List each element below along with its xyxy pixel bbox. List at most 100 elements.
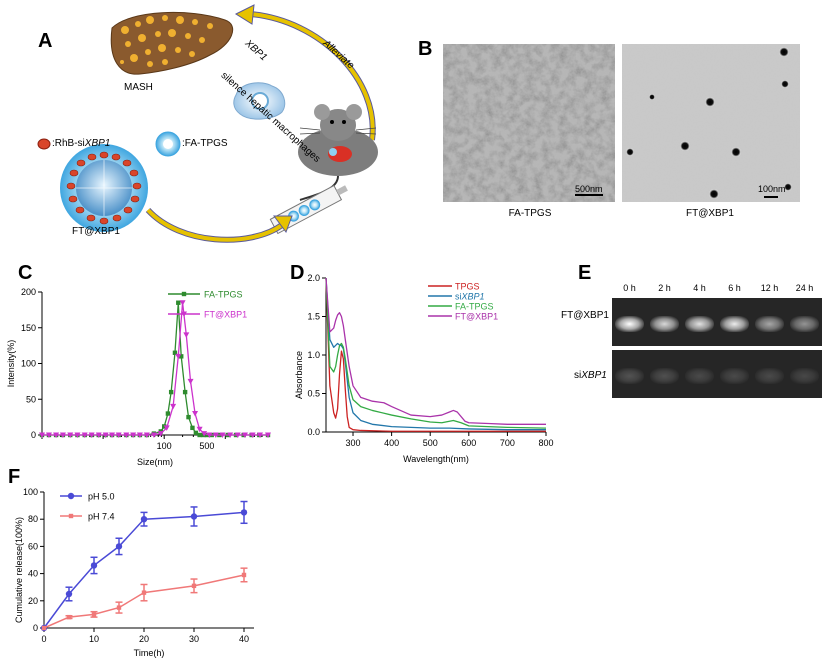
f-data-point: [190, 513, 198, 520]
d-series-line: [325, 277, 547, 429]
f-data-point: [90, 562, 98, 569]
c-data-point: [81, 432, 88, 438]
f-legend-label: pH 7.4: [88, 512, 115, 522]
panel-letter-f: F: [8, 466, 21, 488]
c-data-point: [172, 350, 178, 355]
c-data-point: [115, 432, 122, 438]
c-data-point: [190, 425, 195, 431]
tem-scale-100nm: 100nm: [758, 184, 786, 194]
gel-band: [650, 368, 679, 384]
f-data-point: [65, 590, 73, 598]
c-series-line: [42, 302, 268, 436]
injection-arrow-head: [273, 215, 293, 234]
legend-rhb-label: :RhB-siXBP1: [52, 138, 110, 149]
f-data-point: [66, 614, 72, 620]
f-y-tick-label: 100: [23, 487, 38, 497]
c-data-point: [187, 378, 194, 385]
c-data-point: [182, 389, 188, 395]
c-data-point: [157, 431, 164, 437]
c-data-point: [130, 432, 137, 438]
c-data-point: [234, 432, 241, 438]
d-y-tick-label: 2.0: [307, 273, 320, 283]
gel-timepoint-label: 4 h: [693, 283, 706, 293]
rhb-sixbp1-legend-icon: [37, 138, 51, 150]
d-y-tick-label: 0.0: [307, 427, 320, 437]
panel-letter-c: C: [18, 262, 33, 284]
d-y-tick-label: 1.0: [307, 350, 320, 360]
c-data-point: [161, 424, 167, 429]
f-y-tick-label: 20: [28, 596, 38, 606]
tem-image-ft-xbp1: 100nm: [622, 44, 800, 202]
f-data-point: [115, 543, 123, 550]
f-data-point: [140, 516, 148, 523]
c-data-point: [53, 432, 60, 438]
c-y-tick-label: 50: [26, 394, 36, 404]
gel-timepoint-label: 0 h: [623, 283, 636, 293]
chart-d-uv-absorbance: 0.0 0.5 1.0 1.5 2.0 300 400 500 600 700 800 Wavelen…: [294, 273, 554, 464]
c-legend-marker: [181, 311, 187, 317]
c-data-point: [204, 432, 210, 438]
c-y-label: Intensity(%): [6, 340, 16, 388]
d-y-tick-label: 1.5: [307, 312, 320, 322]
c-data-point: [183, 332, 190, 338]
f-x-tick-label: 20: [139, 634, 149, 644]
c-data-point: [150, 432, 157, 438]
chart-c-size-distribution: 0 50 100 150 200 100 500 Size(nm) Intensity(%) FA…: [6, 287, 271, 467]
c-legend-marker: [181, 291, 187, 297]
gel-band: [720, 368, 749, 384]
c-data-point: [257, 432, 264, 438]
c-data-point: [193, 430, 199, 436]
legend-rhb-italic: XBP1: [84, 138, 111, 149]
panel-letter-b: B: [418, 38, 433, 60]
d-legend-label: FA-TPGS: [455, 302, 494, 312]
gel-row2-prefix: si: [574, 370, 582, 381]
f-legend-marker: [68, 513, 74, 519]
panel-letter-e: E: [578, 262, 592, 284]
c-data-point: [179, 300, 186, 306]
f-x-tick-label: 0: [41, 634, 46, 644]
tem-ft-xbp1-texture: [622, 44, 800, 202]
schematic-diagram: [37, 4, 378, 243]
panel-letter-a: A: [38, 30, 53, 52]
c-data-point: [219, 432, 226, 438]
c-data-point: [179, 354, 184, 359]
c-data-point: [168, 389, 174, 395]
gel-band: [790, 368, 819, 384]
f-series-line: [43, 511, 245, 629]
tem-scale-500nm: 500nm: [575, 184, 603, 194]
c-data-point: [95, 432, 102, 438]
c-x-label: Size(nm): [137, 457, 173, 467]
c-y-tick-label: 150: [21, 323, 36, 333]
f-data-point: [191, 583, 197, 589]
c-data-point: [265, 432, 271, 438]
d-x-tick-label: 400: [384, 438, 399, 448]
liver-fat-droplets: [120, 15, 213, 67]
c-data-point: [212, 432, 219, 438]
gel-timepoints: 0 h 2 h 4 h 6 h 12 h 24 h: [612, 283, 822, 299]
c-data-point: [206, 432, 213, 438]
f-x-tick-label: 10: [89, 634, 99, 644]
f-x-tick-label: 40: [239, 634, 249, 644]
c-data-point: [109, 432, 116, 438]
c-data-point: [186, 414, 191, 420]
c-data-point: [175, 353, 182, 360]
c-data-point: [163, 425, 170, 431]
c-legend-label: FT@XBP1: [204, 310, 247, 320]
c-data-point: [192, 411, 199, 417]
alleviate-arrow-head: [234, 4, 255, 25]
c-data-point: [249, 432, 256, 438]
c-y-tick-label: 100: [21, 359, 36, 369]
ft-xbp1-nanoparticle: [60, 144, 148, 232]
c-data-point: [88, 432, 95, 438]
gel-band: [755, 368, 784, 384]
f-data-point: [91, 612, 97, 617]
c-series-line: [42, 302, 268, 436]
c-x-tick-label: 500: [199, 441, 214, 451]
c-data-point: [136, 432, 143, 438]
gel-band: [755, 316, 784, 332]
c-data-point: [67, 432, 74, 438]
f-x-tick-label: 30: [189, 634, 199, 644]
f-y-label: Cumulative release(100%): [14, 517, 24, 623]
gel-band: [615, 368, 644, 384]
d-x-tick-label: 800: [538, 438, 553, 448]
